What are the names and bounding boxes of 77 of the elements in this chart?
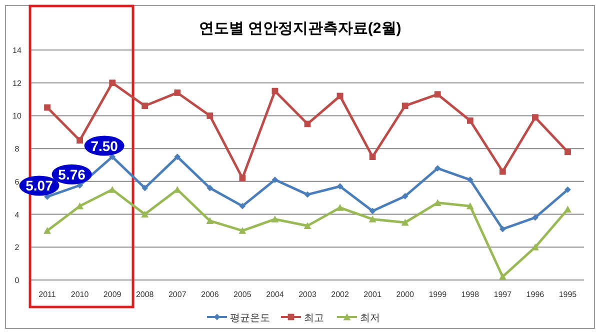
point	[564, 206, 572, 213]
point	[498, 273, 506, 280]
chart-title: 연도별 연안정지관측자료(2월)	[198, 20, 402, 37]
x-tick-label: 1995	[558, 290, 578, 299]
data-label: 7.50	[90, 138, 118, 154]
x-tick-label: 2011	[38, 290, 56, 299]
legend-label: 최저	[360, 313, 380, 324]
x-tick-label: 1999	[428, 290, 448, 299]
x-tick-label: 1997	[494, 290, 512, 299]
point	[109, 80, 116, 86]
point	[142, 102, 148, 110]
point	[272, 88, 278, 94]
x-tick-label: 2004	[266, 290, 284, 299]
point	[206, 112, 214, 119]
point	[109, 154, 116, 160]
point	[336, 204, 344, 211]
data-label: 5.07	[26, 178, 54, 194]
point	[304, 120, 311, 128]
y-tick-label: 4	[14, 210, 20, 220]
point	[434, 91, 441, 98]
x-tick-label: 1998	[461, 290, 480, 299]
point	[466, 202, 474, 210]
y-tick-label: 0	[14, 276, 20, 285]
point	[532, 243, 539, 250]
point	[174, 90, 181, 96]
point	[44, 104, 50, 111]
point	[402, 193, 408, 200]
point	[174, 154, 181, 160]
point	[369, 154, 376, 160]
point	[466, 117, 474, 124]
point	[466, 176, 474, 183]
legend-label: 최고	[304, 313, 324, 324]
point	[564, 186, 571, 193]
point	[499, 226, 506, 232]
x-tick-label: 2003	[298, 290, 317, 299]
point	[434, 165, 441, 172]
point	[402, 102, 408, 110]
y-tick-label: 14	[12, 46, 22, 55]
point	[272, 176, 278, 183]
point	[239, 202, 246, 210]
point	[206, 217, 214, 224]
point	[336, 183, 344, 190]
point	[499, 168, 506, 175]
point	[401, 218, 409, 226]
point	[368, 216, 376, 222]
point	[271, 216, 279, 222]
x-tick-label: 2002	[331, 290, 350, 299]
y-tick-label: 6	[14, 177, 20, 186]
point	[206, 184, 214, 192]
y-tick-label: 12	[12, 78, 22, 88]
x-tick-label: 2000	[396, 290, 415, 299]
point	[434, 199, 442, 206]
x-tick-label: 2006	[201, 290, 220, 299]
data-label: 5.76	[58, 166, 86, 182]
x-tick-label: 2005	[234, 290, 252, 299]
point	[532, 114, 538, 121]
point	[238, 227, 246, 234]
legend-label: 평균온도	[230, 313, 270, 324]
point	[76, 137, 83, 144]
x-tick-label: 1996	[526, 290, 545, 299]
point	[532, 214, 538, 221]
x-tick-label: 2009	[103, 290, 122, 299]
point	[141, 210, 149, 218]
y-tick-label: 8	[14, 144, 20, 154]
y-tick-label: 2	[14, 243, 20, 252]
point	[239, 174, 246, 182]
x-tick-label: 2010	[70, 290, 90, 299]
point	[142, 184, 148, 192]
point	[564, 148, 571, 156]
point	[304, 191, 311, 198]
point	[369, 208, 376, 214]
x-tick-label: 2001	[364, 290, 382, 299]
x-tick-label: 2008	[136, 290, 154, 299]
x-tick-label: 2007	[168, 290, 187, 299]
y-tick-label: 10	[12, 112, 22, 121]
point	[44, 227, 51, 234]
point	[304, 222, 312, 229]
